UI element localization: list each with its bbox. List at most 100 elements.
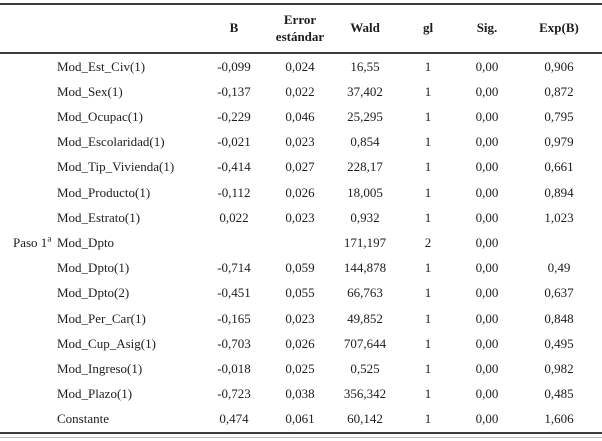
table-row: Paso 1a Mod_Dpto 171,197 2 0,00 [0,230,602,255]
gl-cell: 1 [424,411,432,427]
table-row: Mod_Ingreso(1) -0,018 0,025 0,525 1 0,00… [0,356,602,381]
step-label: Paso 1 [13,234,48,250]
variable-cell: Mod_Escolaridad(1) [57,134,165,150]
sig-cell: 0,00 [475,209,499,225]
se-cell: 0,027 [285,159,315,175]
se-cell: 0,022 [285,83,315,99]
sig-cell: 0,00 [475,134,499,150]
gl-cell: 1 [424,310,432,326]
gl-cell: 1 [424,335,432,351]
b-cell: -0,703 [217,335,251,351]
wald-cell: 0,525 [350,360,380,376]
expb-cell: 0,795 [544,108,574,124]
variable-cell: Mod_Est_Civ(1) [57,58,146,74]
column-header-b: B [229,20,239,36]
expb-cell: 1,023 [544,209,574,225]
wald-cell: 0,854 [350,134,380,150]
expb-cell: 0,485 [544,386,574,402]
column-header-sig: Sig. [476,20,498,36]
b-cell: 0,474 [219,411,249,427]
column-header-gl: gl [422,20,434,36]
gl-cell: 1 [424,360,432,376]
wald-cell: 18,005 [347,184,383,200]
table-row: Mod_Producto(1) -0,112 0,026 18,005 1 0,… [0,180,602,205]
gl-cell: 1 [424,134,432,150]
se-cell: 0,026 [285,335,315,351]
variable-cell: Mod_Producto(1) [57,184,151,200]
variable-cell: Mod_Ingreso(1) [57,360,143,376]
expb-cell: 0,982 [544,360,574,376]
wald-cell: 60,142 [347,411,383,427]
expb-cell: 0,906 [544,58,574,74]
wald-cell: 356,342 [343,386,387,402]
gl-cell: 1 [424,260,432,276]
b-cell: -0,723 [217,386,251,402]
table-bottom-rule [0,432,602,434]
table-row: Mod_Ocupac(1) -0,229 0,046 25,295 1 0,00… [0,104,602,129]
table-row: Mod_Tip_Vivienda(1) -0,414 0,027 228,17 … [0,155,602,180]
sig-cell: 0,00 [475,310,499,326]
se-cell: 0,055 [285,285,315,301]
se-cell: 0,061 [285,411,315,427]
variable-cell: Constante [57,411,109,427]
expb-cell: 0,979 [544,134,574,150]
gl-cell: 1 [424,285,432,301]
expb-cell: 1,606 [544,411,574,427]
gl-cell: 2 [424,234,432,250]
expb-cell: 0,49 [547,260,571,276]
gl-cell: 1 [424,386,432,402]
column-header-wald: Wald [350,20,380,36]
sig-cell: 0,00 [475,335,499,351]
expb-cell: 0,661 [544,159,574,175]
gl-cell: 1 [424,58,432,74]
b-cell: -0,099 [217,58,251,74]
table-top-rule [0,3,602,5]
gl-cell: 1 [424,159,432,175]
se-cell: 0,059 [285,260,315,276]
variable-cell: Mod_Estrato(1) [57,209,141,225]
variable-cell: Mod_Ocupac(1) [57,108,143,124]
variable-cell: Mod_Sex(1) [57,83,123,99]
variable-cell: Mod_Tip_Vivienda(1) [57,159,175,175]
table-row: Mod_Escolaridad(1) -0,021 0,023 0,854 1 … [0,130,602,155]
table-bottom-rule-light [0,437,602,438]
se-cell: 0,023 [285,209,315,225]
wald-cell: 707,644 [343,335,387,351]
wald-cell: 66,763 [347,285,383,301]
b-cell: -0,451 [217,285,251,301]
b-cell: -0,165 [217,310,251,326]
b-cell: 0,022 [219,209,249,225]
expb-cell: 0,637 [544,285,574,301]
table-row: Mod_Sex(1) -0,137 0,022 37,402 1 0,00 0,… [0,79,602,104]
table-body: Mod_Est_Civ(1) -0,099 0,024 16,55 1 0,00… [0,54,602,432]
se-cell: 0,023 [285,134,315,150]
table-row: Mod_Est_Civ(1) -0,099 0,024 16,55 1 0,00… [0,54,602,79]
wald-cell: 37,402 [347,83,383,99]
sig-cell: 0,00 [475,184,499,200]
table-row: Mod_Cup_Asig(1) -0,703 0,026 707,644 1 0… [0,331,602,356]
se-cell: 0,024 [285,58,315,74]
table-row: Mod_Dpto(2) -0,451 0,055 66,763 1 0,00 0… [0,281,602,306]
variable-cell: Mod_Dpto [57,234,115,250]
wald-cell: 16,55 [350,58,380,74]
sig-cell: 0,00 [475,108,499,124]
sig-cell: 0,00 [475,386,499,402]
se-cell: 0,023 [285,310,315,326]
variable-cell: Mod_Dpto(2) [57,285,130,301]
expb-cell: 0,894 [544,184,574,200]
column-header-se: Error estándar [275,12,325,44]
table-row: Mod_Estrato(1) 0,022 0,023 0,932 1 0,00 … [0,205,602,230]
sig-cell: 0,00 [475,411,499,427]
b-cell: -0,414 [217,159,251,175]
b-cell: -0,018 [217,360,251,376]
gl-cell: 1 [424,83,432,99]
wald-cell: 0,932 [350,209,380,225]
expb-cell: 0,495 [544,335,574,351]
step-superscript: a [47,233,52,244]
sig-cell: 0,00 [475,285,499,301]
wald-cell: 228,17 [347,159,383,175]
expb-cell: 0,848 [544,310,574,326]
wald-cell: 25,295 [347,108,383,124]
se-cell: 0,038 [285,386,315,402]
sig-cell: 0,00 [475,159,499,175]
